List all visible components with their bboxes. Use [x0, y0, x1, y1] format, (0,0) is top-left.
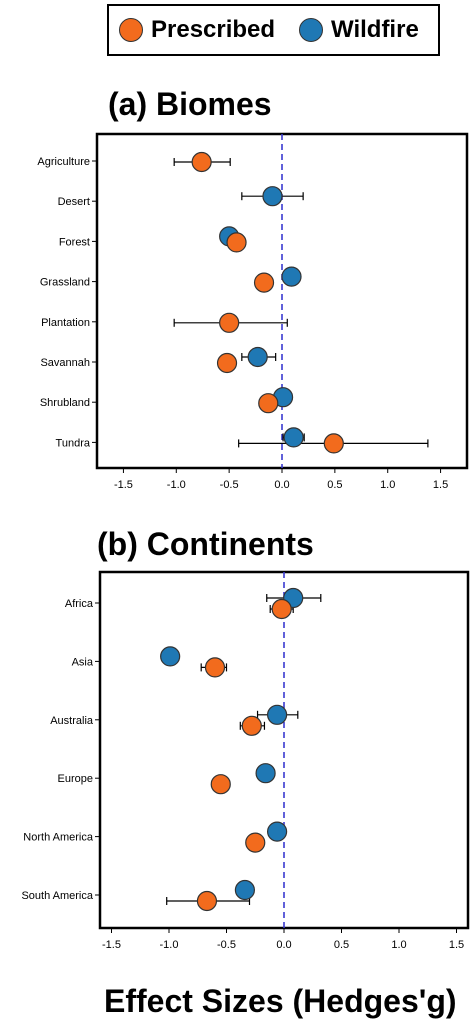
category-label: Europe [58, 773, 93, 785]
legend-label-prescribed: Prescribed [151, 16, 276, 43]
data-point-prescribed [245, 832, 266, 853]
panel-title-continents: (b) Continents [97, 526, 314, 562]
data-point-wildfire [281, 266, 302, 287]
data-point-wildfire [283, 427, 304, 448]
category-label: Shrubland [40, 397, 90, 409]
data-point-wildfire [160, 646, 181, 667]
x-tick-label: 1.0 [391, 939, 406, 951]
data-point-wildfire [267, 704, 288, 725]
category-label: Australia [50, 715, 94, 727]
data-point-prescribed [226, 232, 247, 253]
data-point-prescribed [258, 393, 279, 414]
category-label: North America [23, 832, 94, 844]
data-point-prescribed [216, 352, 238, 374]
chart-continents: -1.5 -1.0 -0.5 0.0 0.5 1.0 1.5 Africa Asia Austra… [21, 570, 470, 951]
x-tick-label: 1.0 [380, 479, 395, 491]
category-label: Tundra [56, 437, 91, 449]
category-label: South America [21, 890, 93, 902]
data-point-prescribed [219, 312, 240, 333]
data-point-prescribed [241, 715, 262, 736]
chart-biomes: -1.5 -1.0 -0.5 0.0 0.5 1.0 1.5 Agriculture Deser… [37, 132, 469, 491]
data-point-prescribed [191, 151, 212, 173]
data-point-prescribed [210, 774, 231, 795]
data-point-prescribed [196, 890, 218, 912]
legend-item-wildfire: Wildfire [299, 6, 419, 54]
x-tick-label: -1.0 [160, 939, 179, 951]
data-point-prescribed [253, 272, 275, 293]
data-point-wildfire [267, 821, 288, 842]
legend-marker-wildfire [299, 18, 323, 42]
legend-marker-prescribed [119, 18, 143, 42]
category-label: Savannah [40, 357, 90, 369]
category-label: Plantation [41, 317, 90, 329]
data-point-prescribed [204, 657, 226, 678]
x-tick-label: -1.5 [114, 479, 133, 491]
x-tick-label: 1.5 [449, 939, 464, 951]
x-tick-label: 1.5 [433, 479, 448, 491]
data-point-prescribed [271, 598, 292, 620]
legend: Prescribed Wildfire [107, 4, 440, 56]
x-tick-label: 0.0 [276, 939, 291, 951]
data-point-wildfire [255, 763, 276, 784]
category-label: Grassland [40, 277, 90, 289]
x-tick-label: 0.5 [327, 479, 342, 491]
legend-item-prescribed: Prescribed [119, 6, 275, 54]
x-tick-label: -1.0 [167, 479, 186, 491]
data-point-wildfire [247, 346, 268, 368]
category-label: Desert [58, 196, 90, 208]
data-point-wildfire [262, 186, 283, 207]
panel-title-biomes: (a) Biomes [108, 86, 272, 122]
legend-label-wildfire: Wildfire [331, 16, 419, 43]
x-tick-label: 0.0 [274, 479, 289, 491]
data-point-prescribed [323, 433, 344, 454]
x-tick-label: -0.5 [220, 479, 239, 491]
data-point-wildfire [234, 879, 255, 901]
category-label: Forest [59, 236, 90, 248]
category-label: Africa [65, 598, 94, 610]
x-tick-label: -1.5 [102, 939, 121, 951]
category-label: Asia [72, 656, 94, 668]
x-tick-label: 0.5 [334, 939, 349, 951]
category-label: Agriculture [37, 156, 90, 168]
x-tick-label: -0.5 [217, 939, 236, 951]
x-axis-label: Effect Sizes (Hedges'g) [104, 983, 457, 1019]
